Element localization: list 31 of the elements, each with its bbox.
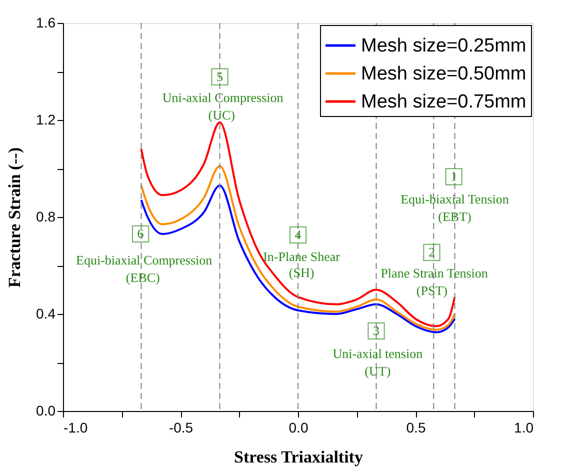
y-tick-label: 0.8 xyxy=(36,208,56,224)
x-tick-label: 0.0 xyxy=(288,420,308,436)
annotation: Equi-biaxial Compression xyxy=(76,252,213,268)
x-tick-label: -1.0 xyxy=(64,420,88,436)
annotation: 5 xyxy=(216,68,223,84)
legend-label: Mesh size=0.50mm xyxy=(361,64,526,84)
annotation: Plane Strain Tension xyxy=(380,265,488,280)
annotation: Uni-axial tension xyxy=(332,346,424,362)
annotation: (EBT) xyxy=(438,209,472,224)
annotation: (UT) xyxy=(364,364,391,379)
annotation: (EBC) xyxy=(126,270,160,286)
x-axis-title: Stress Triaxialtity xyxy=(234,448,364,466)
annotation: 2 xyxy=(428,244,435,260)
y-tick-label: 0.0 xyxy=(36,402,56,418)
annotation: 3 xyxy=(373,322,380,338)
annotation: 4 xyxy=(294,226,302,242)
x-tick-label: 1.0 xyxy=(514,420,534,436)
y-tick-label: 0.4 xyxy=(36,306,56,322)
annotation: (PST) xyxy=(416,282,448,298)
x-tick-label: 0.5 xyxy=(406,420,426,436)
annotation: (SH) xyxy=(288,265,314,280)
annotation: Equi-biaxial Tension xyxy=(400,191,510,206)
annotation: Uni-axial Compression xyxy=(162,90,284,106)
x-tick-label: -0.5 xyxy=(168,420,194,436)
y-tick-label: 1.6 xyxy=(36,14,56,30)
y-tick-label: 1.2 xyxy=(36,112,56,128)
annotation: 1 xyxy=(450,168,458,184)
legend-label: Mesh size=0.25mm xyxy=(361,36,526,56)
y-axis-title: Fracture Strain (--) xyxy=(5,147,24,288)
annotation: 6 xyxy=(137,226,144,241)
legend-label: Mesh size=0.75mm xyxy=(361,92,526,112)
